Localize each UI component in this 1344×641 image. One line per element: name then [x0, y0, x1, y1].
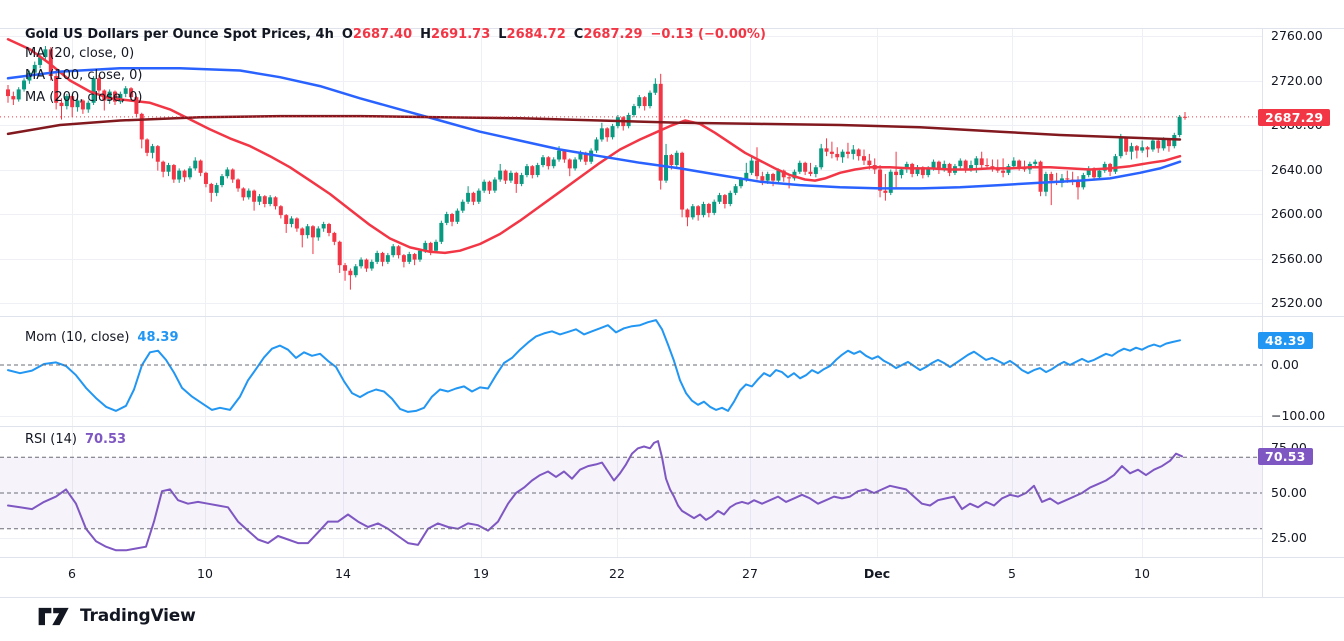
tradingview-mark-icon: [38, 607, 69, 626]
time-tick-label: 27: [742, 566, 758, 581]
price-tick-label: 2560.00: [1271, 250, 1323, 266]
momentum-legend[interactable]: Mom (10, close) 48.39: [25, 330, 179, 345]
time-tick-label: Dec: [863, 566, 891, 581]
time-tick-label: 5: [1008, 566, 1016, 581]
momentum-value: 48.39: [137, 330, 179, 345]
open-value: 2687.40: [352, 27, 413, 42]
momentum-label: Mom (10, close): [25, 330, 130, 345]
ma200-label: MA (200, close, 0): [25, 90, 143, 105]
tradingview-text: TradingView: [80, 606, 196, 626]
high-value: 2691.73: [431, 27, 491, 42]
main-legend[interactable]: Gold US Dollars per Ounce Spot Prices, 4…: [25, 27, 766, 42]
time-tick-label: 6: [68, 566, 76, 581]
last-price-badge: 2687.29: [1258, 109, 1331, 126]
price-tick-label: 2720.00: [1271, 72, 1323, 88]
time-axis[interactable]: 6 10 14 19 22 27 Dec 5 10: [0, 557, 1344, 597]
price-tick-label: 2760.00: [1271, 28, 1323, 43]
ma200-legend[interactable]: MA (200, close, 0): [25, 90, 142, 105]
close-value: 2687.29: [583, 27, 643, 42]
price-tick-label: 2640.00: [1271, 161, 1323, 177]
open-label: O: [341, 27, 353, 42]
low-label: L: [498, 27, 507, 42]
change-value: −0.13 (−0.00%): [650, 27, 766, 42]
symbol-title: Gold US Dollars per Ounce Spot Prices, 4…: [25, 27, 334, 42]
rsi-badge: 70.53: [1258, 448, 1313, 465]
momentum-tick-label: −100.00: [1271, 408, 1326, 423]
time-tick-label: 14: [335, 566, 351, 581]
time-tick-label: 10: [197, 566, 213, 581]
rsi-tick-label: 50.00: [1271, 485, 1307, 500]
tradingview-logo[interactable]: TradingView: [38, 606, 196, 626]
time-tick-label: 10: [1134, 566, 1150, 581]
low-value: 2684.72: [506, 27, 566, 42]
rsi-tick-label: 25.00: [1271, 529, 1307, 545]
time-tick-label: 19: [473, 566, 489, 581]
ma100-label: MA (100, close, 0): [25, 68, 143, 83]
rsi-legend[interactable]: RSI (14) 70.53: [25, 432, 126, 447]
rsi-label: RSI (14): [25, 432, 77, 447]
price-tick-label: 2600.00: [1271, 206, 1323, 221]
ma20-label: MA (20, close, 0): [25, 46, 135, 61]
momentum-tick-label: 0.00: [1271, 357, 1299, 372]
rsi-value: 70.53: [84, 432, 127, 447]
time-tick-label: 22: [609, 566, 625, 581]
price-tick-label: 2520.00: [1271, 295, 1323, 310]
momentum-badge: 48.39: [1258, 332, 1313, 349]
price-axis[interactable]: 2760.002720.002680.002640.002600.002560.…: [1263, 28, 1344, 557]
ohlc-readout: O2687.40 H2691.73 L2684.72 C2687.29 −0.13 (−…: [334, 27, 766, 42]
ma100-legend[interactable]: MA (100, close, 0): [25, 68, 142, 83]
close-label: C: [573, 27, 584, 42]
ma20-legend[interactable]: MA (20, close, 0): [25, 46, 134, 61]
high-label: H: [420, 27, 432, 42]
